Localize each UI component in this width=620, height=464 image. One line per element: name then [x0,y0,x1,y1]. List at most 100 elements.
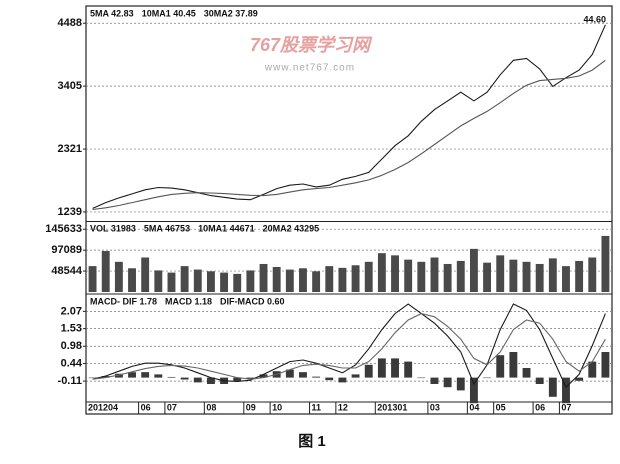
panel-header: 5MA 46753 [144,223,190,233]
line-series [92,59,606,211]
bar [193,269,202,292]
bar [391,358,399,378]
watermark-title: 767股票学习网 [250,35,373,55]
bar [548,258,557,292]
bar [364,364,373,378]
bar [128,372,136,378]
bar [246,270,255,292]
bar [522,368,531,378]
bar [272,266,281,292]
x-tick-label: 08 [206,402,216,412]
bar [483,377,492,379]
bar [325,377,334,381]
bar [180,266,189,292]
bar [562,377,570,404]
bar [338,377,347,383]
bar [233,273,242,292]
x-tick-label: 10 [272,402,282,412]
bar [167,272,176,292]
y-tick-label: 1239 [58,206,82,218]
bar [141,372,150,378]
bar [312,376,321,378]
bar [167,376,176,378]
bar [562,266,570,292]
bar [220,272,229,292]
bar [88,266,97,292]
bar [154,270,163,292]
figure-caption: 图 1 [298,433,326,450]
bar [128,268,136,292]
y-tick-label: 2.07 [61,305,82,317]
bar [114,373,123,378]
bar [233,377,242,382]
bar [206,271,215,292]
bar [443,377,452,388]
bar [364,261,373,292]
bar [206,377,215,384]
y-tick-label: 2321 [58,143,82,155]
bar [469,377,478,404]
bar [535,263,544,292]
bar [430,257,439,292]
bar [535,377,544,384]
bar [285,269,294,292]
y-tick-label: -0.11 [58,375,82,387]
bar [456,260,465,292]
x-tick-label: 05 [496,402,506,412]
panel-header: VOL 31983 [90,223,136,233]
bar [114,261,123,292]
bar [404,361,413,378]
y-tick-label: 97089 [51,244,82,256]
price-annotation: 44.60 [583,14,606,24]
bar [417,377,426,379]
y-tick-label: 1.53 [61,323,82,335]
bar [443,263,452,292]
line-series [92,303,606,389]
bar [469,248,478,292]
bar [588,361,597,378]
bar [509,352,518,378]
bar [101,376,110,378]
bar [325,266,334,292]
bar [312,271,321,292]
bar [430,377,439,384]
bar [377,253,386,292]
bar [417,261,426,292]
panel-header: 10MA1 44671 [198,223,255,233]
x-tick-label: 06 [535,402,545,412]
bar [391,255,399,292]
panel-header: MACD- DIF 1.78 [90,296,157,306]
bar [259,263,268,292]
panel-header: MACD 1.18 [165,296,212,306]
line-series [92,313,606,380]
y-tick-label: 0.44 [61,357,83,369]
bar [601,352,610,378]
bar [575,377,584,381]
x-tick-label: 201301 [377,402,407,412]
bar [601,235,610,292]
bar [246,377,255,379]
bar [88,377,97,379]
y-tick-label: 4488 [58,17,82,29]
bar [548,377,557,397]
panel-header: DIF-MACD 0.60 [220,296,285,306]
bar [141,257,150,292]
bar [575,260,584,292]
bar [154,374,163,378]
bar [285,369,294,378]
bar [377,358,386,378]
bar [338,267,347,292]
bar [299,372,307,378]
bar [509,259,518,292]
y-tick-label: 145633 [45,223,82,235]
x-tick-label: 09 [246,402,256,412]
x-tick-label: 06 [141,402,151,412]
bar [456,377,465,391]
bar [404,259,413,292]
bar [588,257,597,292]
bar [351,265,360,292]
panel-header: 10MA1 40.45 [142,8,196,18]
x-tick-label: 07 [167,402,177,412]
bar [351,374,360,378]
